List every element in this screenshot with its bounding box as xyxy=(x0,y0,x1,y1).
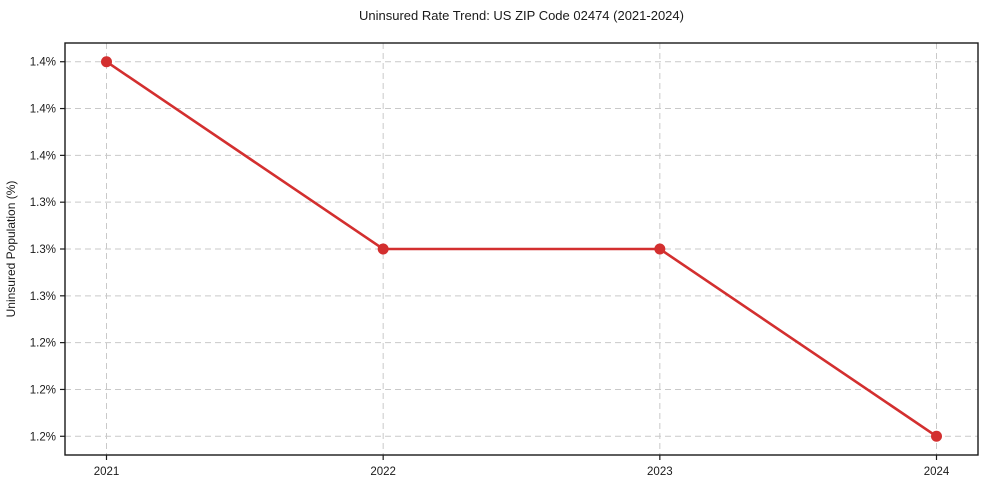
chart-title: Uninsured Rate Trend: US ZIP Code 02474 … xyxy=(359,8,684,23)
data-point xyxy=(377,243,389,255)
y-tick-label: 1.4% xyxy=(30,150,56,162)
y-tick-label: 1.3% xyxy=(30,291,56,303)
trend-line xyxy=(105,60,938,438)
y-tick-label: 1.2% xyxy=(30,338,56,350)
data-point xyxy=(654,243,666,255)
x-tick-label: 2022 xyxy=(370,466,396,478)
y-axis-label: Uninsured Population (%) xyxy=(4,180,18,318)
y-tick-label: 1.2% xyxy=(30,384,56,396)
x-tick-label: 2023 xyxy=(647,466,673,478)
data-point xyxy=(931,430,942,442)
data-point xyxy=(101,56,112,68)
y-tick-label: 1.2% xyxy=(30,431,56,443)
y-tick-label: 1.3% xyxy=(30,244,56,256)
y-tick-label: 1.3% xyxy=(30,197,56,209)
axes-spines xyxy=(64,42,979,456)
y-tick-label: 1.4% xyxy=(30,104,56,116)
x-tick-label: 2021 xyxy=(94,466,120,478)
x-tick-label: 2024 xyxy=(924,466,950,478)
y-tick-label: 1.4% xyxy=(30,57,56,69)
